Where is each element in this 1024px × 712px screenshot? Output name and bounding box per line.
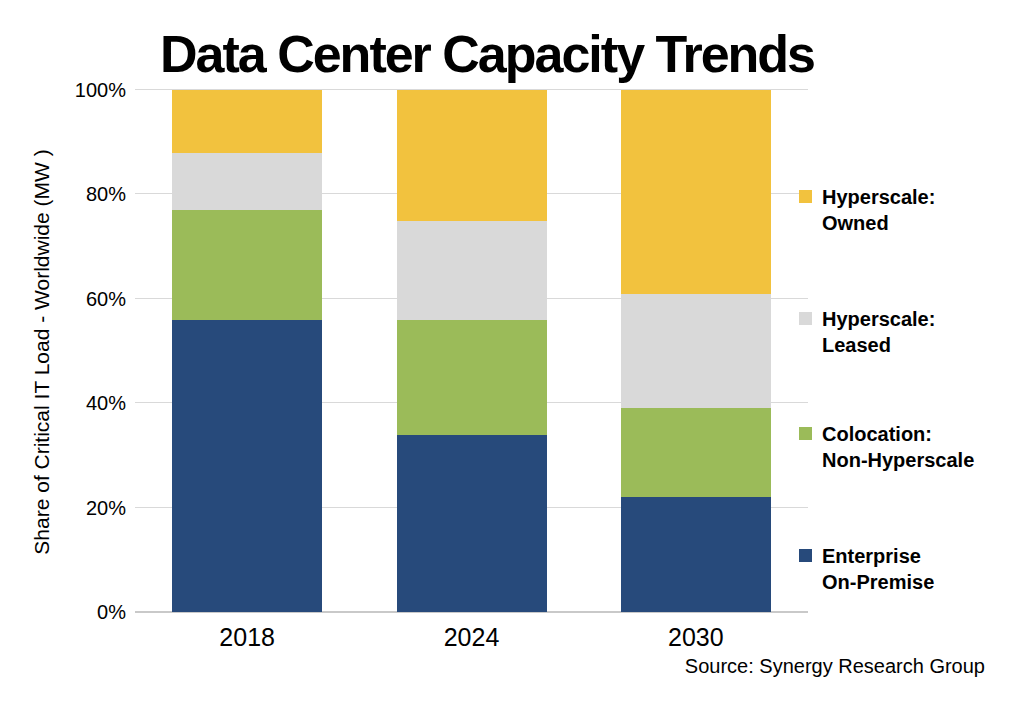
legend-item-hyperscale-leased: Hyperscale:Leased — [797, 306, 1017, 358]
y-tick-label-80: 80% — [0, 184, 126, 204]
legend-swatch-icon — [799, 312, 812, 325]
y-tick-label-60: 60% — [0, 289, 126, 309]
legend-item-colocation-non-hyperscale: Colocation:Non-Hyperscale — [797, 421, 1017, 473]
source-credit: Source: Synergy Research Group — [685, 655, 985, 677]
x-tick-label-2030: 2030 — [621, 625, 771, 650]
legend-item-hyperscale-owned: Hyperscale:Owned — [797, 184, 1017, 236]
bar-segment-2030-hyperscale-owned — [621, 90, 771, 294]
y-tick-label-40: 40% — [0, 393, 126, 413]
bar-segment-2030-enterprise-on-premise — [621, 497, 771, 612]
bar-segment-2030-colocation-non-hyperscale — [621, 408, 771, 497]
y-tick-label-0: 0% — [0, 602, 126, 622]
plot-area — [135, 90, 808, 612]
legend-label: Colocation:Non-Hyperscale — [822, 421, 1017, 473]
bar-2030 — [621, 90, 771, 612]
bar-segment-2018-hyperscale-owned — [172, 90, 322, 153]
legend-swatch-icon — [799, 190, 812, 203]
chart-title: Data Center Capacity Trends — [7, 24, 967, 84]
legend-item-enterprise-on-premise: EnterpriseOn-Premise — [797, 543, 1017, 595]
legend-swatch-icon — [799, 549, 812, 562]
bar-segment-2024-colocation-non-hyperscale — [397, 320, 547, 435]
y-tick-label-20: 20% — [0, 498, 126, 518]
bar-segment-2018-enterprise-on-premise — [172, 320, 322, 612]
legend-label: Hyperscale:Leased — [822, 306, 1017, 358]
bar-2024 — [397, 90, 547, 612]
legend-label: EnterpriseOn-Premise — [822, 543, 1017, 595]
bar-segment-2018-colocation-non-hyperscale — [172, 210, 322, 320]
bar-2018 — [172, 90, 322, 612]
bar-segment-2024-hyperscale-owned — [397, 90, 547, 221]
legend-swatch-icon — [799, 427, 812, 440]
bar-segment-2018-hyperscale-leased — [172, 153, 322, 210]
y-tick-label-100: 100% — [0, 80, 126, 100]
x-tick-label-2024: 2024 — [397, 625, 547, 650]
legend-label: Hyperscale:Owned — [822, 184, 1017, 236]
bar-segment-2024-hyperscale-leased — [397, 221, 547, 320]
bar-segment-2024-enterprise-on-premise — [397, 435, 547, 612]
bar-segment-2030-hyperscale-leased — [621, 294, 771, 409]
x-tick-label-2018: 2018 — [172, 625, 322, 650]
